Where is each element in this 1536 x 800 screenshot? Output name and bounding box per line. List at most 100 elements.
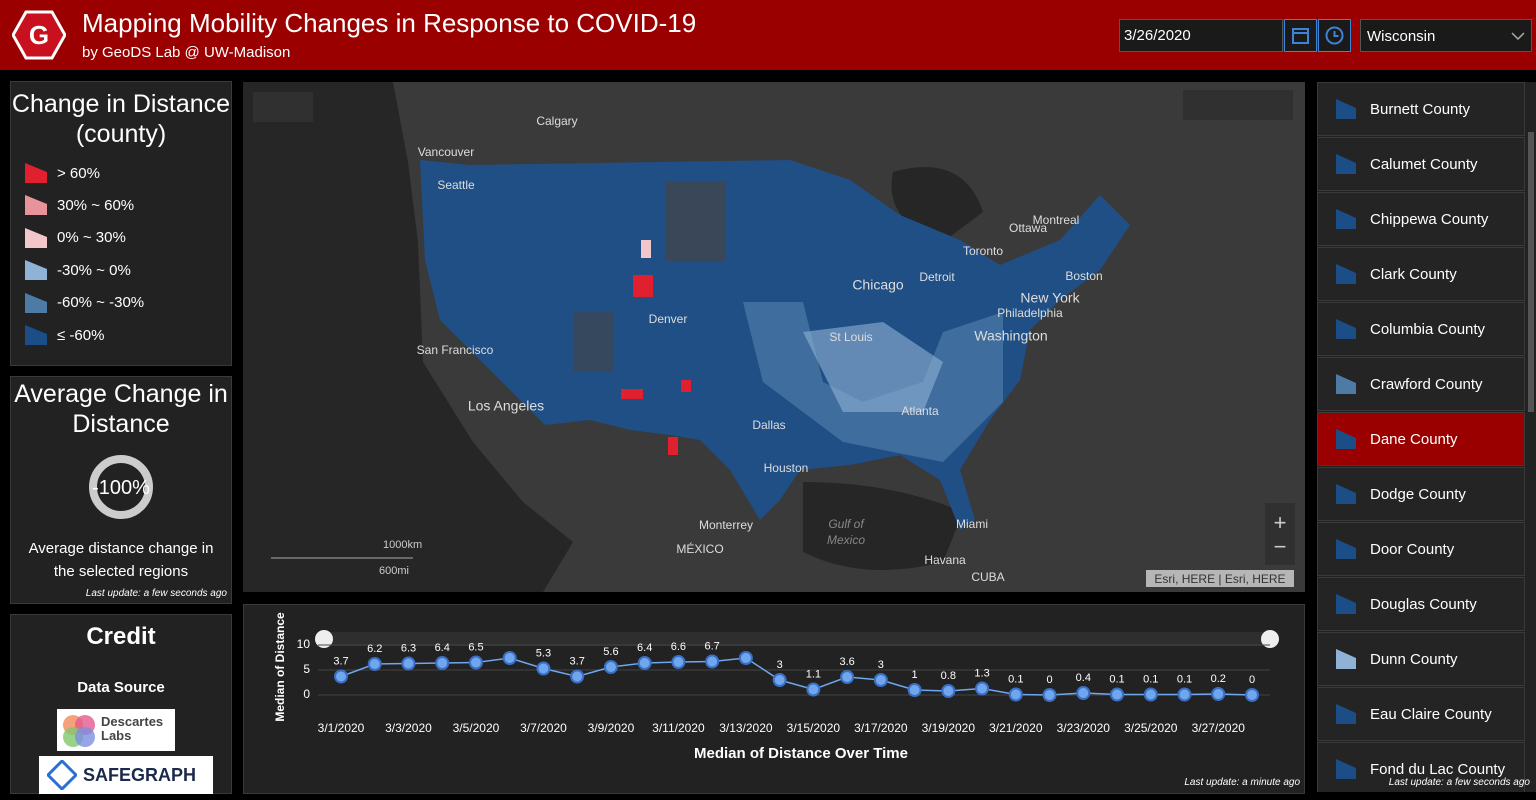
state-dropdown[interactable]: Wisconsin <box>1360 19 1532 52</box>
county-item[interactable]: Door County <box>1317 522 1525 576</box>
legend-symbol <box>1336 209 1356 229</box>
data-point <box>1008 687 1023 702</box>
data-point <box>401 656 416 671</box>
county-update: Last update: a few seconds ago <box>1388 777 1530 788</box>
legend-symbol <box>1336 594 1356 614</box>
map-label: Washington <box>974 328 1047 344</box>
legend-symbol <box>1336 649 1356 669</box>
map-label: Seattle <box>437 178 475 192</box>
svg-text:−: − <box>1274 534 1287 559</box>
data-point <box>1211 687 1226 701</box>
data-label: 0 <box>1249 674 1255 686</box>
map-tools[interactable] <box>253 92 313 122</box>
data-label: 0.1 <box>1177 674 1192 686</box>
data-point <box>1245 688 1259 702</box>
map-label: Monterrey <box>699 518 753 532</box>
scale-mi: 600mi <box>379 565 409 577</box>
y-tick-label: 0 <box>303 687 310 701</box>
map-nav[interactable] <box>1183 90 1293 120</box>
county-item[interactable]: Dunn County <box>1317 632 1525 686</box>
data-point <box>637 656 652 670</box>
county-item[interactable]: Dodge County <box>1317 467 1525 521</box>
descartes-logo: Descartes Labs <box>57 709 175 751</box>
credit-subtitle: Data Source <box>77 679 165 696</box>
legend-symbol <box>25 227 47 248</box>
county-item[interactable]: Fond du Lac County <box>1317 742 1525 792</box>
county-name: Dunn County <box>1370 650 1458 668</box>
county-list: Burnett County Calumet County Chippewa Cou… <box>1317 82 1536 792</box>
data-point <box>1177 687 1192 702</box>
legend-symbol <box>1336 154 1356 174</box>
legend-item: 30% ~ 60% <box>25 193 134 217</box>
data-label: 5.3 <box>536 648 551 660</box>
map-label: MÉXICO <box>676 541 723 556</box>
legend-symbol <box>1336 99 1356 119</box>
county-name: Burnett County <box>1370 100 1471 118</box>
data-point <box>873 673 888 687</box>
county-item[interactable]: Clark County <box>1317 247 1525 301</box>
symbol-shape <box>25 227 47 248</box>
chart-title: Median of Distance Over Time <box>694 745 908 762</box>
county-item[interactable]: Calumet County <box>1317 137 1525 191</box>
county-item[interactable]: Burnett County <box>1317 82 1525 136</box>
legend-panel: Change in Distance (county) > 60% 30% ~ 6… <box>10 81 232 366</box>
symbol-shape <box>25 292 47 313</box>
slider-handle[interactable] <box>315 630 333 648</box>
map-label: Ottawa <box>1009 221 1047 235</box>
county-item[interactable]: Douglas County <box>1317 577 1525 631</box>
slider-handle[interactable] <box>1261 630 1279 648</box>
legend-symbol <box>1336 374 1356 394</box>
data-point <box>806 682 821 697</box>
symbol-shape <box>1336 319 1356 339</box>
y-tick-label: 5 <box>303 662 310 676</box>
data-point <box>975 681 990 696</box>
map-label: Vancouver <box>418 145 474 159</box>
map-label: San Francisco <box>417 343 494 357</box>
county-item[interactable]: Columbia County <box>1317 302 1525 356</box>
map-label: Los Angeles <box>468 398 544 414</box>
county-item[interactable]: Dane County <box>1317 412 1525 466</box>
symbol-shape <box>1336 649 1356 669</box>
symbol-shape <box>25 325 47 345</box>
legend-symbol <box>25 325 47 345</box>
time-button[interactable] <box>1318 19 1351 52</box>
map-label: Toronto <box>963 244 1003 258</box>
legend-symbol <box>25 292 47 313</box>
county-item[interactable]: Eau Claire County <box>1317 687 1525 741</box>
symbol-shape <box>1336 209 1356 229</box>
calendar-button[interactable] <box>1284 19 1317 52</box>
data-point <box>334 669 348 684</box>
map-label: CUBA <box>971 570 1004 584</box>
date-input[interactable]: 3/26/2020 <box>1119 19 1283 52</box>
legend-symbol <box>1336 319 1356 339</box>
zoom-controls[interactable] <box>1265 503 1295 565</box>
data-label: 3.7 <box>333 656 348 668</box>
map-label: Calgary <box>536 114 577 128</box>
data-point <box>603 660 618 674</box>
legend-title: Change in Distance (county) <box>11 90 231 148</box>
data-point <box>502 651 517 665</box>
scrollbar[interactable] <box>1528 132 1534 412</box>
data-label: 3.6 <box>839 656 854 668</box>
legend-item: > 60% <box>25 161 100 185</box>
legend-item: ≤ -60% <box>25 323 104 347</box>
app-subtitle: by GeoDS Lab @ UW-Madison <box>82 44 291 61</box>
data-label: 5.6 <box>603 646 618 658</box>
county-item[interactable]: Chippewa County <box>1317 192 1525 246</box>
app-title: Mapping Mobility Changes in Response to … <box>82 8 697 38</box>
symbol-shape <box>1336 99 1356 119</box>
scale-km: 1000km <box>383 539 422 551</box>
map-label: Denver <box>649 312 688 326</box>
time-slider[interactable] <box>324 632 1270 646</box>
series-line <box>340 657 1253 696</box>
legend-label: ≤ -60% <box>57 326 105 344</box>
x-tick-label: 3/27/2020 <box>1192 721 1246 735</box>
map[interactable]: + − Calgary Vancouver Seattle San Francisco… <box>243 82 1305 592</box>
symbol-shape <box>25 163 47 183</box>
chart-panel: Median of Distance Over Time Median of D… <box>243 604 1305 794</box>
data-label: 3.7 <box>570 656 585 668</box>
x-tick-label: 3/19/2020 <box>922 721 976 735</box>
symbol-shape <box>1336 594 1356 614</box>
county-item[interactable]: Crawford County <box>1317 357 1525 411</box>
legend-item: -60% ~ -30% <box>25 291 144 315</box>
